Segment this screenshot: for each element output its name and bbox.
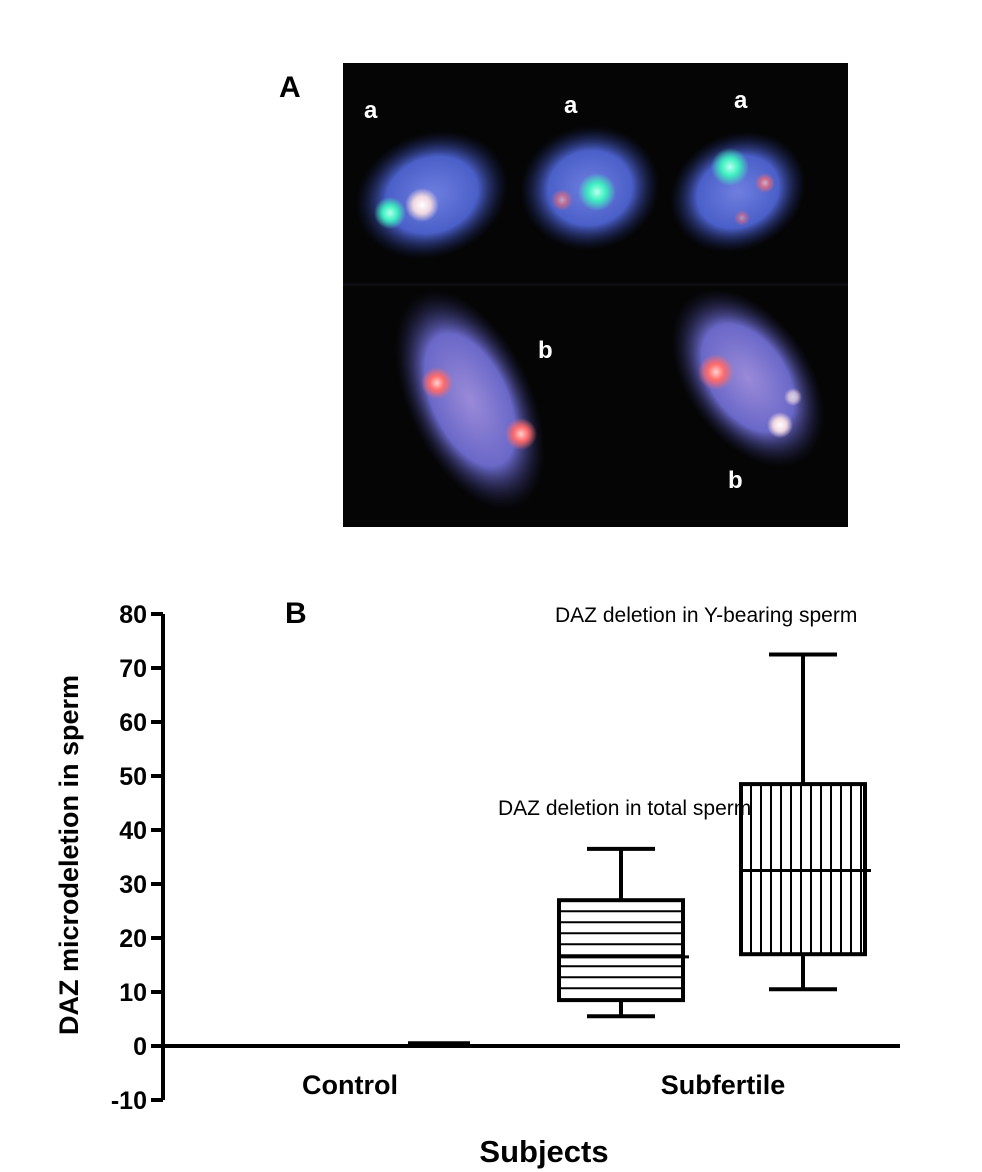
cell-label-a: a xyxy=(734,87,748,114)
y-tick-label: 60 xyxy=(119,709,147,737)
y-tick-label: -10 xyxy=(111,1087,147,1115)
cell-label-b: b xyxy=(728,467,743,494)
box-iqr xyxy=(557,898,685,1003)
y-tick-label: 10 xyxy=(119,979,147,1007)
panel-b-label: B xyxy=(285,597,307,630)
signal-red-spot xyxy=(421,367,453,399)
sperm-nucleus xyxy=(669,131,807,253)
signal-red-spot xyxy=(698,354,734,390)
y-tick-label: 80 xyxy=(119,601,147,629)
sperm-nucleus xyxy=(394,289,546,511)
y-tick-label: 70 xyxy=(119,655,147,683)
box-plot-total-sperm: DAZ deletion in total sperm xyxy=(498,797,751,1019)
x-category-label: Control xyxy=(302,1070,398,1100)
y-tick-label: 0 xyxy=(133,1033,147,1061)
y-axis-title: DAZ microdeletion in sperm xyxy=(54,675,84,1035)
signal-red-spot xyxy=(551,189,573,211)
x-axis-title: Subjects xyxy=(479,1134,608,1169)
y-axis: -10 0 10 20 30 40 50 60 70 80 xyxy=(111,601,165,1115)
box-plot-y-bearing-sperm: DAZ deletion in Y-bearing sperm xyxy=(555,604,871,992)
series-annotation-label: DAZ deletion in total sperm xyxy=(498,797,751,820)
signal-red-spot xyxy=(505,418,537,450)
cell-label-a: a xyxy=(364,97,378,124)
signal-red-spot xyxy=(755,173,775,193)
cell-label-a: a xyxy=(564,92,578,119)
y-tick-label: 20 xyxy=(119,925,147,953)
panel-a-label: A xyxy=(279,71,301,104)
signal-green-spot xyxy=(578,173,616,211)
signal-red-spot xyxy=(767,412,793,438)
signal-red-spot xyxy=(784,388,802,406)
signal-white-spot xyxy=(405,188,439,222)
cell-label-b: b xyxy=(538,337,553,364)
x-axis: Control Subfertile xyxy=(163,1044,900,1100)
series-annotation-label: DAZ deletion in Y-bearing sperm xyxy=(555,604,857,627)
panel-b-box-plot: B DAZ microdeletion in sperm Subjects -1… xyxy=(54,597,900,1169)
panel-a-micrograph: A a a a b b xyxy=(279,63,848,527)
y-tick-label: 50 xyxy=(119,763,147,791)
plot-marks: DAZ deletion in total sperm DAZ deletion … xyxy=(408,604,871,1046)
signal-green-spot xyxy=(374,197,406,229)
signal-green-spot xyxy=(711,148,749,186)
micrograph-tile-divider xyxy=(343,283,848,286)
x-category-label: Subfertile xyxy=(661,1070,786,1100)
y-tick-label: 30 xyxy=(119,871,147,899)
signal-red-spot xyxy=(734,210,750,226)
y-tick-label: 40 xyxy=(119,817,147,845)
